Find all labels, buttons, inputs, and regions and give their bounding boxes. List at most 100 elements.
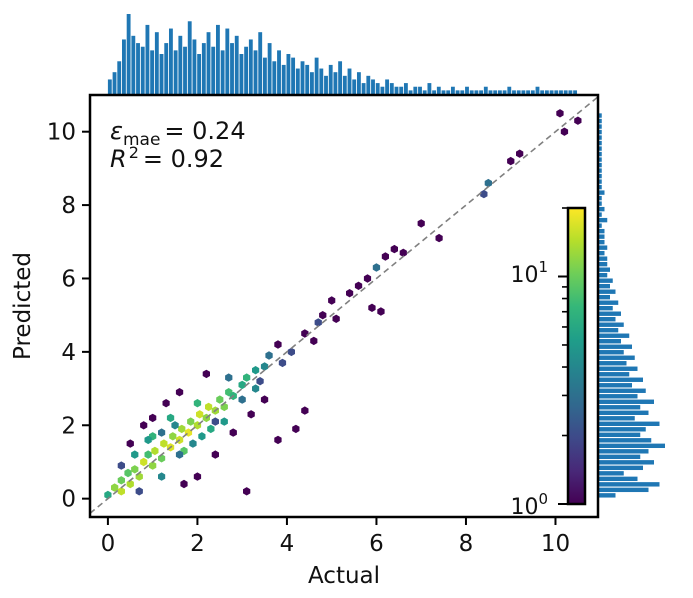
top-hist-bar-61 bbox=[394, 86, 399, 94]
hexbin-cell-41 bbox=[220, 417, 228, 426]
top-hist-bar-47 bbox=[328, 64, 333, 94]
right-hist-bar-60 bbox=[599, 162, 602, 168]
y-tick-label-8: 8 bbox=[61, 193, 76, 219]
right-hist-bar-59 bbox=[599, 168, 602, 173]
hexbin-cell-37 bbox=[207, 424, 215, 434]
top-hist-bar-31 bbox=[253, 50, 258, 94]
top-hist-bar-99 bbox=[573, 90, 578, 94]
hexbin-cell-60 bbox=[274, 340, 282, 349]
hexbin-cell-62 bbox=[301, 329, 309, 338]
right-hist-bar-55 bbox=[599, 190, 605, 195]
hexbin-cell-65 bbox=[319, 311, 327, 320]
right-hist-bar-67 bbox=[599, 124, 602, 129]
top-hist-bar-28 bbox=[239, 54, 244, 94]
y-tick-label-0: 0 bbox=[61, 487, 76, 513]
y-tick-label-10: 10 bbox=[47, 120, 76, 146]
top-hist-bar-9 bbox=[150, 50, 155, 94]
right-hist-bar-34 bbox=[599, 306, 613, 311]
top-hist-bar-3 bbox=[122, 39, 126, 94]
hexbin-cell-95 bbox=[278, 358, 287, 368]
top-hist-bar-74 bbox=[455, 90, 460, 94]
top-hist-bar-6 bbox=[136, 43, 140, 94]
right-hist-bar-38 bbox=[599, 283, 610, 289]
hexbin-cell-91 bbox=[189, 439, 197, 448]
hexbin-cell-59 bbox=[292, 424, 300, 434]
hexbin-cell-1 bbox=[111, 483, 119, 492]
right-hist-bar-12 bbox=[599, 427, 646, 432]
top-hist-bar-75 bbox=[460, 90, 465, 94]
hexbin-cell-61 bbox=[287, 347, 295, 357]
top-hist-bar-8 bbox=[145, 24, 150, 95]
top-hist-bar-27 bbox=[234, 35, 239, 94]
right-hist-bar-30 bbox=[599, 328, 619, 333]
plot-frame bbox=[88, 93, 600, 519]
r2-symbol: R bbox=[110, 145, 127, 173]
hexbin-cell-13 bbox=[160, 439, 168, 448]
right-hist-bar-62 bbox=[599, 151, 602, 157]
hexbin-cell-42 bbox=[252, 384, 260, 393]
top-hist-bar-1 bbox=[112, 72, 117, 94]
colorbar-label-10-1: 101 bbox=[510, 258, 548, 288]
top-hist-bar-35 bbox=[272, 61, 277, 94]
right-hist-bar-28 bbox=[599, 339, 621, 344]
top-hist-bar-40 bbox=[295, 68, 300, 94]
right-hist-bar-23 bbox=[599, 366, 638, 371]
hexbin-cell-76 bbox=[399, 248, 407, 257]
top-hist-bar-84 bbox=[502, 90, 507, 94]
top-hist-bar-20 bbox=[201, 43, 206, 94]
right-hist-bar-69 bbox=[599, 113, 602, 118]
top-hist-bar-89 bbox=[526, 90, 531, 94]
top-hist-bar-30 bbox=[248, 39, 253, 94]
x-tick-label-8: 8 bbox=[459, 531, 474, 557]
hexbin-cell-31 bbox=[252, 366, 260, 375]
right-hist-bar-14 bbox=[599, 416, 635, 421]
right-hist-bar-11 bbox=[599, 432, 641, 438]
hexbin-cell-50 bbox=[193, 472, 202, 481]
right-hist-bar-25 bbox=[599, 355, 635, 360]
hexbin-cell-39 bbox=[131, 450, 139, 459]
hexbin-cell-81 bbox=[507, 156, 515, 166]
top-hist-bar-68 bbox=[427, 83, 432, 94]
right-hist-bar-24 bbox=[599, 361, 627, 366]
hexbin-cell-44 bbox=[126, 439, 134, 448]
y-axis-title: Predicted bbox=[10, 252, 36, 360]
hexbin-cell-10 bbox=[149, 461, 157, 470]
top-hist-bar-54 bbox=[361, 83, 366, 94]
right-hist-bar-58 bbox=[599, 173, 602, 179]
top-hist-bar-83 bbox=[497, 90, 502, 94]
hexbin-cell-66 bbox=[328, 296, 336, 305]
right-hist-bar-42 bbox=[599, 261, 608, 267]
hexbin-cell-80 bbox=[484, 178, 492, 188]
hexbin-cell-5 bbox=[124, 468, 132, 478]
top-hist-bar-57 bbox=[375, 83, 380, 94]
top-hist-bar-29 bbox=[244, 46, 249, 94]
top-hist-bar-26 bbox=[230, 43, 234, 94]
right-hist-bar-9 bbox=[599, 443, 665, 449]
x-tick-label-6: 6 bbox=[369, 531, 384, 557]
right-hist-bar-64 bbox=[599, 140, 602, 146]
hexbin-cell-86 bbox=[211, 417, 219, 426]
hexbin-cell-77 bbox=[417, 219, 425, 228]
hexbin-cell-9 bbox=[144, 450, 152, 459]
right-hist-bar-52 bbox=[599, 206, 605, 212]
colorbar-label-10-0-base: 10 bbox=[510, 495, 538, 520]
right-hist-bar-3 bbox=[599, 476, 638, 482]
top-hist-bar-79 bbox=[479, 90, 484, 94]
hexbin-cell-53 bbox=[229, 428, 237, 437]
right-hist-bar-44 bbox=[599, 250, 605, 256]
top-hist-bar-52 bbox=[352, 79, 357, 94]
top-hist-bar-25 bbox=[225, 28, 230, 94]
top-hist-bar-41 bbox=[300, 61, 305, 94]
top-hist-bar-78 bbox=[474, 90, 479, 94]
top-hist-bar-98 bbox=[568, 90, 573, 94]
right-hist-bar-56 bbox=[599, 184, 602, 190]
hexbin-cell-84 bbox=[574, 116, 582, 125]
hexbin-cell-93 bbox=[238, 395, 246, 404]
top-hist-bar-43 bbox=[309, 72, 314, 94]
right-hist-bar-16 bbox=[599, 405, 641, 410]
right-hist-bar-43 bbox=[599, 256, 608, 261]
colorbar-label-10-1-exp: 1 bbox=[538, 258, 548, 276]
right-hist-bar-65 bbox=[599, 135, 602, 140]
top-hist-bar-95 bbox=[554, 90, 559, 94]
top-hist-bar-39 bbox=[291, 57, 296, 94]
